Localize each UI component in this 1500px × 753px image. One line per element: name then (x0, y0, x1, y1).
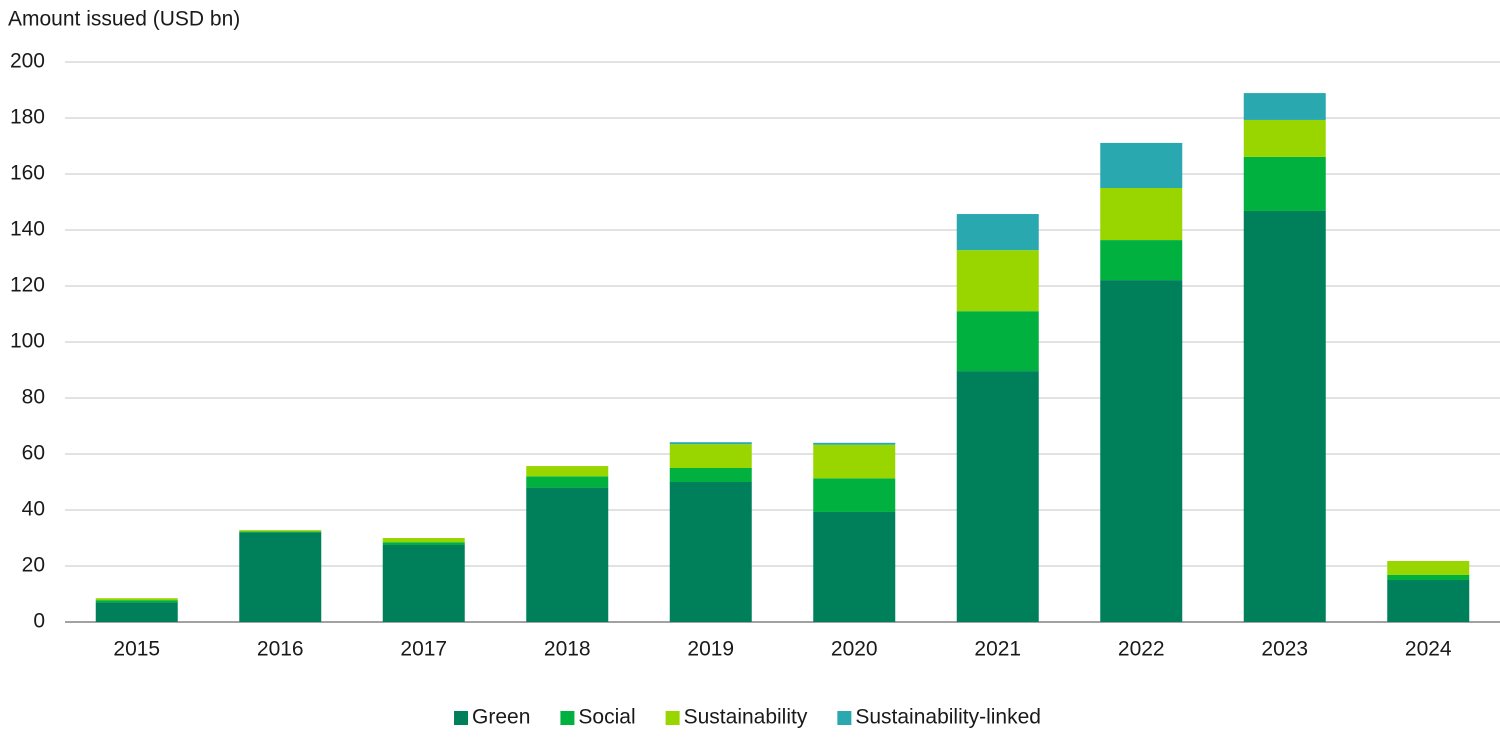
y-tick-label: 200 (10, 50, 45, 73)
bar-segment (95, 598, 178, 601)
bar-segment (1387, 560, 1470, 575)
legend-swatch (560, 711, 575, 725)
bar-segment (813, 444, 896, 479)
x-tick-label: 2023 (1261, 638, 1308, 661)
y-tick-label: 100 (10, 330, 45, 353)
bar-segment (95, 600, 178, 603)
bar-segment (1243, 156, 1326, 211)
x-tick-label: 2018 (544, 638, 591, 661)
bar-segment (95, 602, 178, 622)
bar-segment (526, 487, 609, 622)
bar-segment (956, 311, 1039, 372)
y-tick-label: 160 (10, 162, 45, 185)
bar-segment (813, 442, 896, 445)
bar-segment (1100, 280, 1183, 622)
x-tick-label: 2016 (257, 638, 304, 661)
y-tick-label: 80 (22, 386, 45, 409)
bar-segment (669, 468, 752, 482)
y-tick-label: 20 (22, 554, 45, 577)
bar-segment (1100, 188, 1183, 241)
bar-segment (239, 532, 322, 622)
legend-swatch (665, 711, 680, 725)
bar-segment (813, 511, 896, 622)
bar-segment (526, 476, 609, 488)
x-tick-label: 2022 (1118, 638, 1165, 661)
y-tick-label: 120 (10, 274, 45, 297)
bar-segment (669, 482, 752, 622)
legend-label: Sustainability (684, 706, 808, 729)
bar-segment (382, 545, 465, 622)
bar-segment (669, 442, 752, 445)
bar-segment (956, 214, 1039, 251)
legend: Green Social Sustainability Sustainability-… (454, 706, 1041, 729)
legend-label: Sustainability-linked (855, 706, 1041, 729)
y-tick-label: 40 (22, 498, 45, 521)
x-tick-label: 2020 (831, 638, 878, 661)
x-tick-label: 2024 (1405, 638, 1452, 661)
bar-segment (382, 538, 465, 543)
bar-segment (813, 478, 896, 512)
legend-label: Green (472, 706, 530, 729)
bar-segment (382, 542, 465, 545)
bar-segment (1243, 210, 1326, 622)
y-tick-label: 0 (33, 610, 45, 633)
y-tick-label: 60 (22, 442, 45, 465)
bar-segment (239, 531, 322, 533)
x-tick-label: 2021 (974, 638, 1021, 661)
y-tick-label: 140 (10, 218, 45, 241)
bar-segment (956, 371, 1039, 622)
bar-segment (1100, 142, 1183, 188)
bar-segment (1100, 240, 1183, 281)
legend-swatch (454, 711, 469, 725)
x-tick-label: 2015 (113, 638, 160, 661)
bar-segment (1243, 119, 1326, 157)
bar-segment (1387, 574, 1470, 580)
bar-segment (669, 444, 752, 468)
legend-label: Social (578, 706, 635, 729)
bar-segment (239, 530, 322, 532)
legend-swatch (837, 711, 852, 725)
bar-segment (956, 250, 1039, 312)
bar-segment (1243, 93, 1326, 120)
bar-segment (526, 466, 609, 477)
y-tick-label: 180 (10, 106, 45, 129)
y-axis-label: Amount issued (USD bn) (8, 8, 240, 31)
x-tick-label: 2017 (400, 638, 447, 661)
bar-segment (1387, 580, 1470, 622)
x-tick-label: 2019 (687, 638, 734, 661)
